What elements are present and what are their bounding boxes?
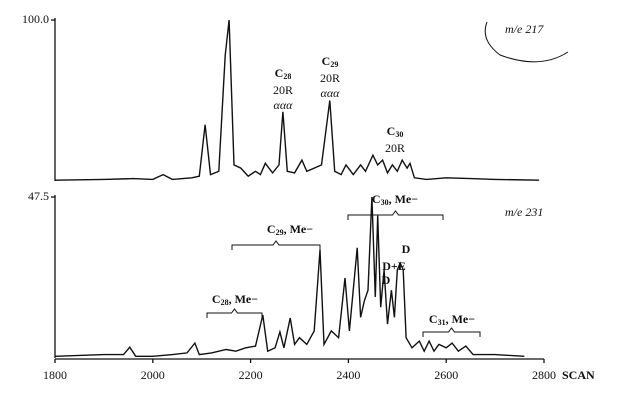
peak-label-line: ααα [274,98,294,112]
label-suffix: , Me− [389,192,419,206]
peak-label-line: 20R [273,83,293,97]
label-prefix: C [372,192,381,206]
label-subscript: 28 [283,72,291,81]
peak-label-line: 20R [320,71,340,85]
x-tick-label: 1800 [43,368,67,382]
label-subscript: 30 [381,198,389,207]
bracket [231,240,321,250]
label-subscript: 28 [221,298,229,307]
peak-label: C30, Me− [372,192,418,207]
label-prefix: C [267,222,276,236]
peak-label: C28 [275,66,292,81]
label-prefix: C [387,124,396,138]
label-bracket [484,21,569,63]
x-tick-label: 2600 [434,368,458,382]
bracket [347,210,444,220]
x-tick-label: 2000 [141,368,165,382]
peak-label: D [382,273,391,287]
trace [54,196,525,357]
peak-label: C28, Me− [212,292,258,307]
bracket [422,327,481,337]
y-tick-label: 100.0 [22,12,49,26]
x-tick-label: 2400 [336,368,360,382]
label-subscript: 29 [276,228,284,237]
label-suffix: , Me− [229,292,259,306]
label-prefix: C [429,312,438,326]
label-prefix: C [322,54,331,68]
x-tick-label: 2800 [532,368,556,382]
y-tick-label: 47.5 [28,189,49,203]
ion-label: m/e 231 [505,205,543,219]
peak-label: C29 [322,54,339,69]
peak-label-line: ααα [321,86,341,100]
peak-label: C30 [387,124,404,139]
label-suffix: , Me− [284,222,314,236]
x-tick-label: 2200 [239,368,263,382]
label-subscript: 29 [330,60,338,69]
peak-label: D+E [382,259,406,273]
label-prefix: C [275,66,284,80]
trace [54,19,540,181]
ion-label: m/e 217 [505,22,544,36]
peak-label: D [402,242,411,256]
label-subscript: 30 [395,130,403,139]
x-axis-label: SCAN [562,368,595,382]
peak-label: C29, Me− [267,222,313,237]
label-suffix: , Me− [446,312,476,326]
label-prefix: C [212,292,221,306]
peak-label-line: 20R [385,141,405,155]
bracket [206,308,263,318]
label-subscript: 31 [438,318,446,327]
peak-label: C31, Me− [429,312,475,327]
